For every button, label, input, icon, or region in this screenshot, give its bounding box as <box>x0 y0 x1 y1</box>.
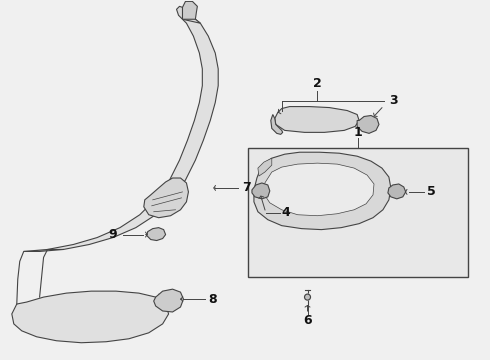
Bar <box>248 148 468 277</box>
Text: 1: 1 <box>354 126 363 139</box>
Circle shape <box>305 294 311 300</box>
Polygon shape <box>144 178 189 218</box>
Polygon shape <box>258 158 272 176</box>
Polygon shape <box>12 291 169 343</box>
Polygon shape <box>147 228 166 240</box>
Polygon shape <box>176 6 200 23</box>
Text: 2: 2 <box>313 77 322 90</box>
Text: 3: 3 <box>389 94 397 107</box>
Text: 7: 7 <box>242 181 251 194</box>
Polygon shape <box>24 19 218 251</box>
Polygon shape <box>357 116 379 133</box>
Polygon shape <box>254 152 391 230</box>
Text: 6: 6 <box>303 314 312 327</box>
Polygon shape <box>252 183 270 199</box>
Polygon shape <box>182 1 197 19</box>
Polygon shape <box>271 114 283 134</box>
Text: 8: 8 <box>208 293 217 306</box>
Text: 4: 4 <box>282 206 291 219</box>
Polygon shape <box>275 107 359 132</box>
Text: 9: 9 <box>108 228 117 241</box>
Text: 5: 5 <box>427 185 435 198</box>
Polygon shape <box>154 289 183 312</box>
Polygon shape <box>388 184 406 199</box>
Polygon shape <box>264 163 374 216</box>
